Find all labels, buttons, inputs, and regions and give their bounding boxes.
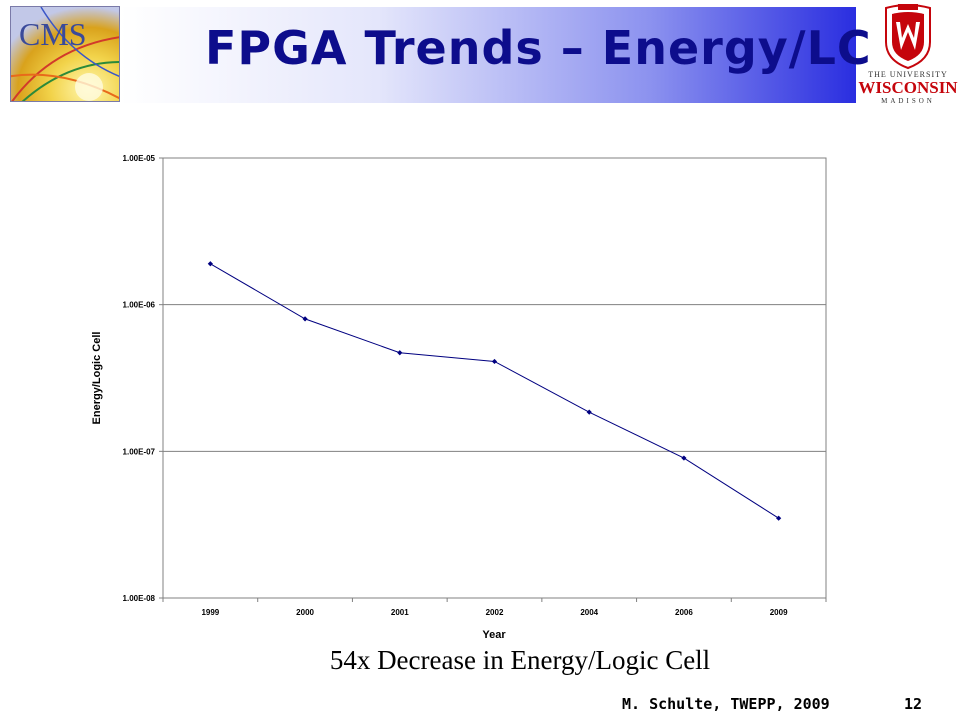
data-point-2000 bbox=[302, 316, 308, 322]
gridlines bbox=[163, 304, 826, 452]
uw-logo: THE UNIVERSITY WISCONSIN MADISON bbox=[856, 2, 960, 106]
slide-title: FPGA Trends – Energy/LC bbox=[205, 21, 872, 75]
title-banner: FPGA Trends – Energy/LC bbox=[120, 7, 871, 103]
uw-logo-line3: MADISON bbox=[881, 97, 935, 105]
data-point-2004 bbox=[586, 409, 592, 415]
data-point-2009 bbox=[776, 515, 782, 521]
uw-crest-icon bbox=[885, 4, 931, 70]
x-tick-label-2006: 2006 bbox=[675, 608, 693, 617]
data-point-1999 bbox=[207, 261, 213, 267]
uw-logo-line2: WISCONSIN bbox=[858, 78, 958, 97]
uw-logo-line1: THE UNIVERSITY bbox=[868, 70, 948, 79]
y-tick-label-2: 1.00E-07 bbox=[123, 447, 156, 456]
x-tick-label-2002: 2002 bbox=[486, 608, 504, 617]
x-axis-title: Year bbox=[482, 629, 506, 641]
x-tick-label-1999: 1999 bbox=[201, 608, 219, 617]
data-point-2001 bbox=[397, 350, 403, 356]
x-tick-label-2009: 2009 bbox=[770, 608, 788, 617]
y-axis-ticks: 1.00E-05 1.00E-06 1.00E-07 1.00E-08 bbox=[123, 154, 163, 603]
footer-author: M. Schulte, TWEPP, 2009 bbox=[622, 695, 830, 713]
footer: M. Schulte, TWEPP, 2009 12 bbox=[622, 695, 952, 715]
page-number: 12 bbox=[904, 695, 923, 713]
series bbox=[207, 261, 782, 521]
data-point-2006 bbox=[681, 455, 687, 461]
plot-area bbox=[162, 157, 827, 599]
y-tick-label-3: 1.00E-08 bbox=[123, 594, 156, 603]
cms-logo: CMS bbox=[10, 6, 120, 102]
cms-logo-text: CMS bbox=[19, 16, 87, 52]
x-axis-ticks: 1999 2000 2001 2002 2004 2006 2009 bbox=[162, 598, 827, 617]
caption: 54x Decrease in Energy/Logic Cell bbox=[329, 645, 711, 675]
x-tick-label-2000: 2000 bbox=[296, 608, 314, 617]
x-tick-label-2004: 2004 bbox=[580, 608, 598, 617]
y-tick-label-1: 1.00E-06 bbox=[123, 301, 156, 310]
data-point-2002 bbox=[491, 358, 498, 365]
x-tick-label-2001: 2001 bbox=[391, 608, 409, 617]
y-tick-label-0: 1.00E-05 bbox=[123, 154, 156, 163]
y-axis-title: Energy/Logic Cell bbox=[91, 332, 103, 425]
cms-logo-graphic: CMS bbox=[11, 7, 119, 101]
